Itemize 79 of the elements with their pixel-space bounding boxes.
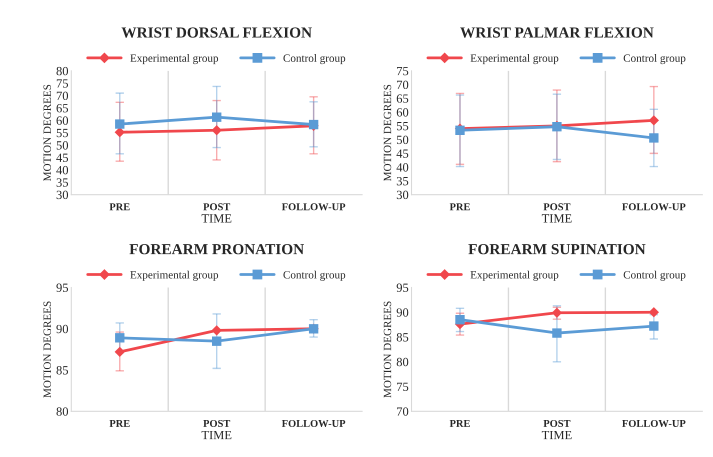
x-tick-label: PRE	[450, 203, 470, 210]
x-tick-label: FOLLOW-UP	[282, 420, 346, 428]
point	[212, 336, 222, 346]
x-tick-label: PRE	[110, 203, 130, 210]
point	[648, 307, 659, 318]
point	[649, 133, 659, 143]
y-tick-label: 30	[396, 190, 408, 200]
y-tick-label: 45	[396, 149, 408, 158]
x-axis-title: TIME	[542, 214, 572, 222]
y-axis-title: MOTION DEGREES	[384, 301, 392, 398]
y-axis-title: MOTION DEGREES	[44, 84, 51, 182]
y-tick-label: 90	[56, 324, 68, 334]
y-tick-label: 30	[56, 190, 68, 200]
legend-label: Control group	[283, 54, 346, 64]
y-tick-label: 85	[396, 333, 408, 342]
y-tick-label: 70	[397, 407, 408, 416]
chart-title: WRIST DORSAL FLEXION	[122, 27, 312, 38]
y-tick-label: 75	[397, 66, 408, 76]
point	[649, 321, 659, 331]
y-tick-label: 35	[56, 178, 68, 187]
point	[648, 115, 659, 126]
y-axis-title: MOTION DEGREES	[384, 84, 392, 182]
x-tick-label: POST	[203, 420, 230, 427]
x-tick-label: POST	[543, 203, 570, 210]
y-tick-label: 85	[56, 366, 68, 374]
chart-title: WRIST PALMAR FLEXION	[460, 27, 654, 38]
y-tick-label: 65	[56, 104, 68, 112]
y-tick-label: 80	[56, 407, 68, 416]
x-tick-label: POST	[203, 203, 230, 210]
chart-title: FOREARM PRONATION	[129, 244, 304, 254]
y-tick-label: 40	[56, 166, 68, 174]
y-tick-label: 50	[396, 136, 408, 144]
y-tick-label: 40	[396, 163, 408, 172]
x-axis-title: TIME	[542, 430, 572, 440]
legend-label: Experimental group	[470, 270, 558, 281]
x-tick-label: POST	[543, 420, 570, 427]
point	[212, 325, 222, 336]
x-axis-title: TIME	[202, 430, 232, 440]
y-axis-title: MOTION DEGREES	[44, 301, 51, 398]
point	[212, 112, 222, 122]
point	[114, 127, 125, 138]
y-tick-label: 80	[396, 358, 408, 366]
y-tick-label: 45	[56, 154, 68, 162]
point	[115, 119, 124, 129]
y-tick-label: 50	[56, 141, 68, 150]
point	[115, 333, 124, 343]
x-tick-label: FOLLOW-UP	[622, 203, 686, 210]
y-tick-label: 95	[396, 284, 408, 292]
x-tick-label: FOLLOW-UP	[282, 203, 346, 210]
y-tick-label: 80	[56, 66, 68, 76]
point	[552, 328, 562, 338]
legend-label: Experimental group	[130, 54, 218, 64]
y-tick-label: 35	[396, 176, 408, 186]
point	[455, 126, 465, 135]
legend-label: Experimental group	[130, 270, 218, 281]
y-tick-label: 60	[396, 108, 408, 117]
y-tick-label: 95	[56, 284, 68, 292]
y-tick-label: 60	[56, 116, 68, 125]
legend-label: Control group	[624, 270, 686, 281]
y-tick-label: 65	[396, 94, 408, 103]
legend-label: Control group	[283, 270, 346, 281]
y-tick-label: 55	[56, 128, 68, 138]
legend-label: Control group	[624, 54, 686, 64]
y-tick-label: 75	[397, 382, 408, 391]
point	[455, 314, 465, 324]
x-tick-label: PRE	[450, 420, 470, 427]
y-tick-label: 75	[56, 79, 68, 88]
x-tick-label: FOLLOW-UP	[622, 420, 686, 428]
point	[114, 346, 125, 357]
y-tick-label: 70	[56, 92, 68, 100]
y-tick-label: 70	[397, 80, 408, 90]
point	[212, 125, 222, 136]
legend-label: Experimental group	[470, 54, 558, 64]
x-axis-title: TIME	[202, 214, 232, 222]
y-tick-label: 90	[396, 308, 408, 317]
point	[552, 308, 562, 318]
chart-title: FOREARM SUPINATION	[468, 244, 646, 254]
x-tick-label: PRE	[110, 420, 130, 427]
y-tick-label: 55	[396, 122, 408, 130]
